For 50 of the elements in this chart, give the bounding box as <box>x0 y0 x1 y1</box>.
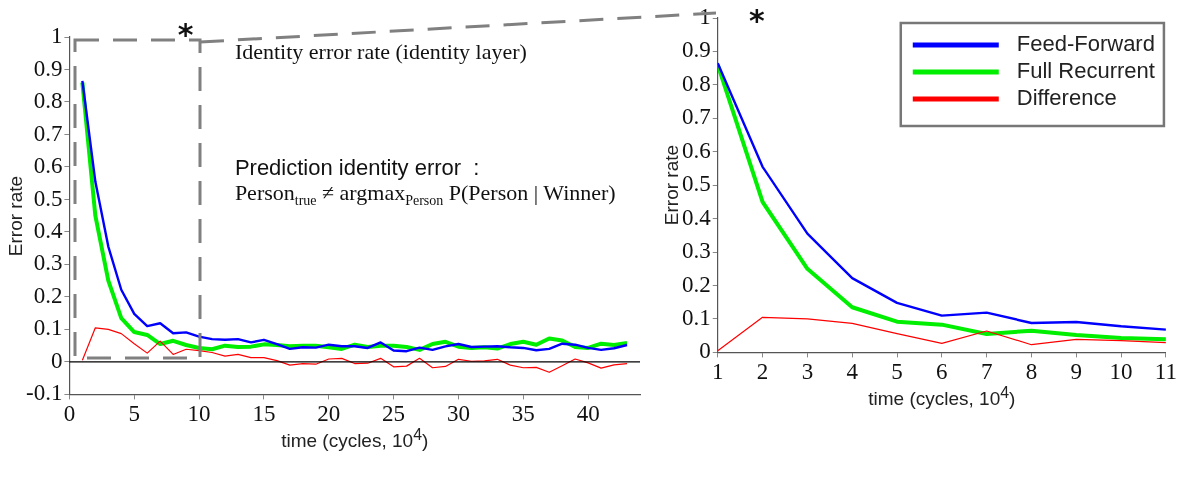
x-tick-label: 20 <box>317 401 341 427</box>
y-tick-label: 0.4 <box>33 217 63 243</box>
x-tick-label: 25 <box>382 401 406 427</box>
y-axis-title: Error rate <box>661 145 683 226</box>
y-tick-label: 0.9 <box>682 37 711 63</box>
y-tick-label: 0.6 <box>33 153 63 179</box>
legend-label: Full Recurrent <box>1016 58 1155 84</box>
x-tick-label: 3 <box>801 359 814 385</box>
y-tick-label: 0.1 <box>682 305 711 331</box>
y-tick-label: 0.4 <box>682 204 712 230</box>
y-tick-label: 0.6 <box>682 137 711 163</box>
x-axis-title: time (cycles, 10$^{4}$) <box>281 426 429 453</box>
annotation: * <box>177 16 194 52</box>
x-tick-label: 5 <box>128 401 140 427</box>
x-tick-label: 11 <box>1154 359 1177 385</box>
x-tick-label: 35 <box>511 401 535 427</box>
x-tick-label: 10 <box>1109 359 1133 385</box>
y-tick-label: 0.9 <box>33 55 63 81</box>
y-tick-label: -0.1 <box>25 380 63 406</box>
legend-label: Feed-Forward <box>1016 31 1155 57</box>
x-tick-label: 2 <box>756 359 769 385</box>
y-tick-label: 0.3 <box>682 238 711 264</box>
legend-label: Difference <box>1016 85 1117 111</box>
x-tick-label: 15 <box>252 401 276 427</box>
x-tick-label: 40 <box>576 401 600 427</box>
y-tick-label: 0.5 <box>682 171 711 197</box>
y-tick-label: 0.7 <box>33 120 63 146</box>
y-tick-label: 1 <box>50 23 63 49</box>
annotation: Identity error rate (identity layer) <box>234 38 527 64</box>
y-tick-label: 0.8 <box>682 70 711 96</box>
y-tick-label: 0.8 <box>33 88 63 114</box>
y-tick-label: 0.1 <box>33 315 63 341</box>
x-tick-label: 9 <box>1070 359 1083 385</box>
x-tick-label: 6 <box>936 359 948 385</box>
y-tick-label: 0 <box>699 338 711 364</box>
x-tick-label: 30 <box>446 401 470 427</box>
x-axis-title: time (cycles, 10$^{4}$) <box>868 384 1016 411</box>
x-tick-label: 5 <box>891 359 903 385</box>
x-tick-label: 7 <box>980 359 993 385</box>
y-tick-label: 0.3 <box>33 250 63 276</box>
y-tick-label: 0.2 <box>682 271 711 297</box>
x-tick-label: 4 <box>846 359 859 385</box>
y-tick-label: 0.2 <box>33 282 63 308</box>
y-tick-label: 0.5 <box>33 185 63 211</box>
annotation: * <box>749 2 766 38</box>
x-tick-label: 8 <box>1025 359 1038 385</box>
annotation: Prediction identity error : <box>234 155 480 181</box>
x-tick-label: 10 <box>187 401 211 427</box>
y-axis-title: Error rate <box>5 175 27 256</box>
y-tick-label: 0.7 <box>682 104 711 130</box>
